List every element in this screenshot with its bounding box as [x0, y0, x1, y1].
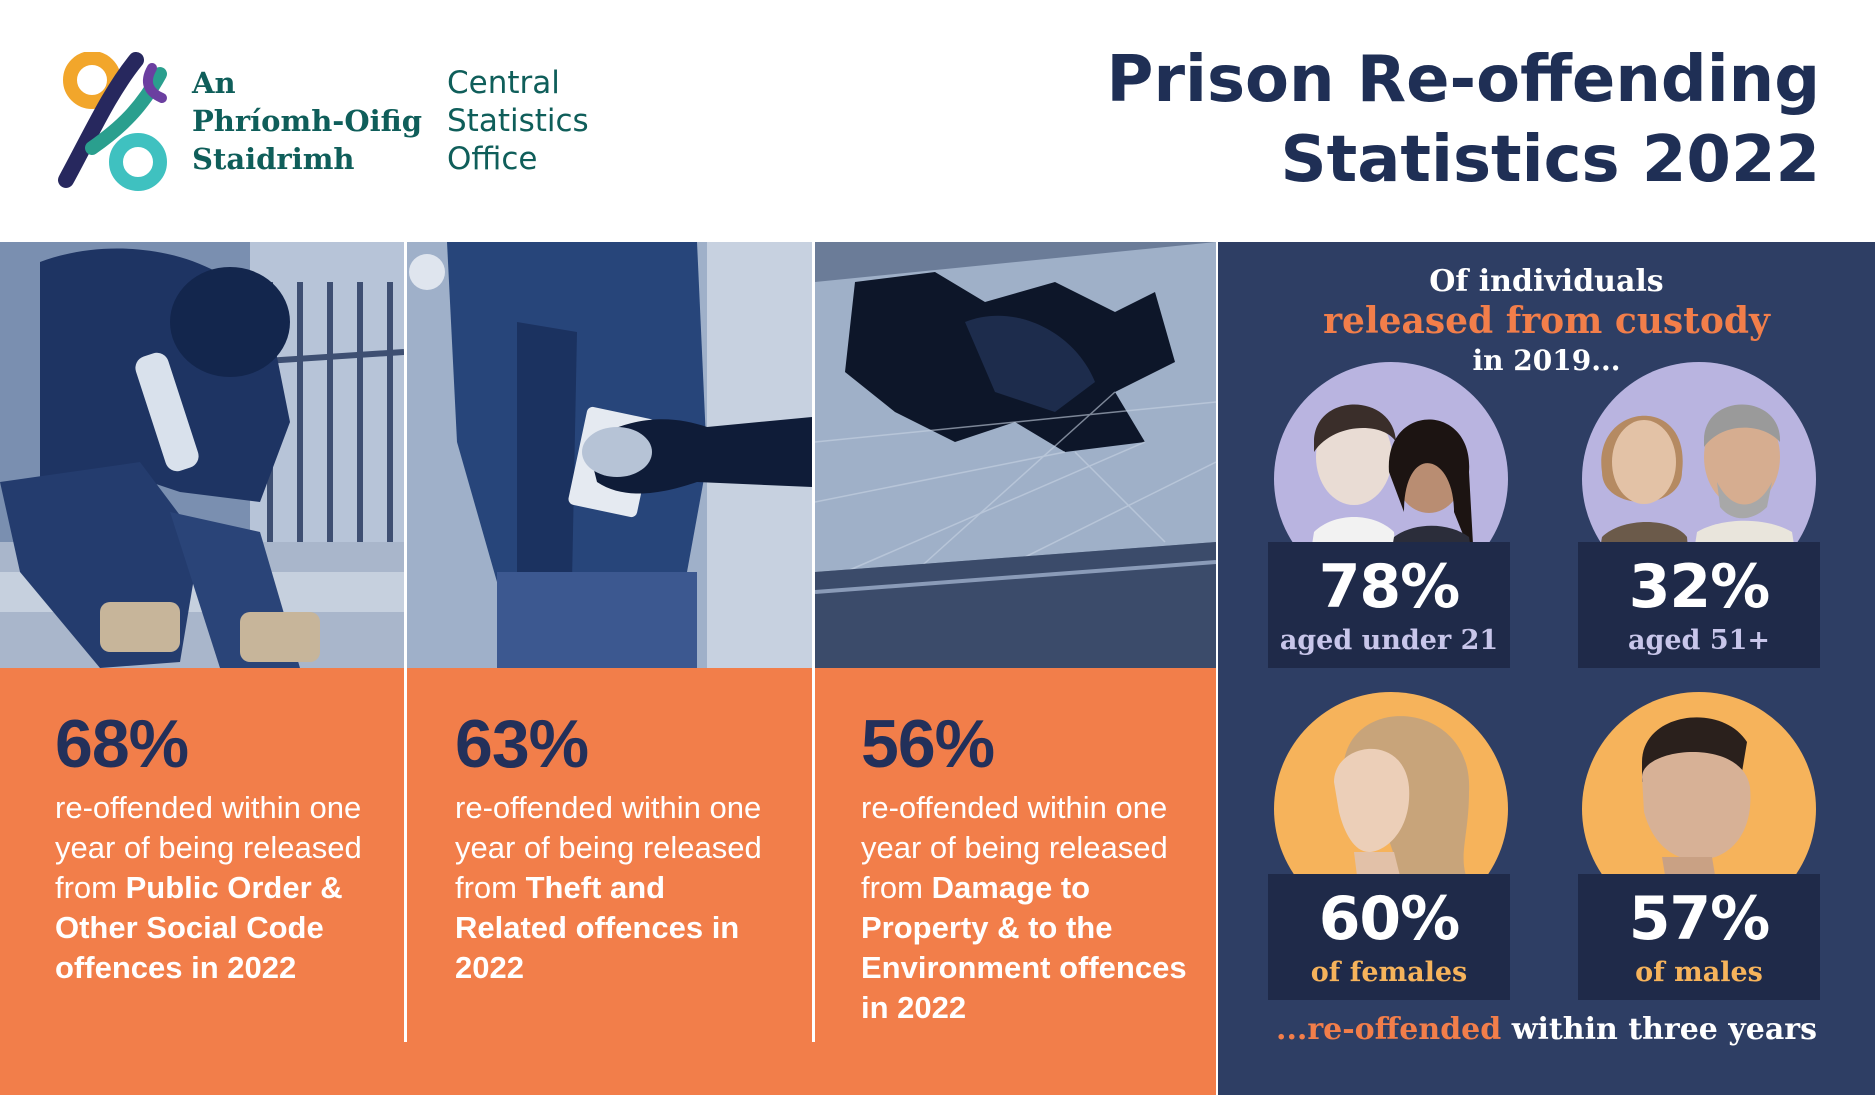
- stat-text-bold: Theft and Related offences in 2022: [455, 870, 740, 985]
- page-title-line: Statistics 2022: [1280, 123, 1820, 197]
- logo-irish-name: An Phríomh-Oifig Staidrimh: [192, 64, 422, 178]
- photo-smashed-car-window: [815, 242, 1216, 668]
- stat-card-males: 57% of males: [1578, 874, 1820, 1000]
- intro-highlight: released from custody: [1323, 300, 1770, 342]
- page-title-line: Prison Re-offending: [1106, 43, 1820, 117]
- orange-stats-block: [0, 668, 1216, 1095]
- photo-sitting-person: [0, 242, 404, 668]
- stat-description: re-offended within one year of being rel…: [55, 788, 385, 988]
- stat-percent: 63%: [455, 706, 589, 782]
- stat-card-label: of females: [1310, 957, 1468, 988]
- column-divider: [812, 242, 815, 1042]
- logo-english-line: Office: [447, 141, 538, 177]
- stat-card-value: 32%: [1628, 552, 1771, 622]
- outro-text: ...re-offended within three years: [1218, 1012, 1875, 1047]
- page-title: Prison Re-offending Statistics 2022: [1107, 40, 1820, 200]
- logo-english-name: Central Statistics Office: [447, 64, 589, 178]
- intro-line: Of individuals: [1429, 264, 1664, 299]
- stat-percent: 56%: [861, 706, 995, 782]
- custody-panel: Of individuals released from custody in …: [1218, 242, 1875, 1095]
- photo-pickpocket: [407, 242, 812, 668]
- stat-text-bold: Public Order & Other Social Code offence…: [55, 870, 343, 985]
- stat-card-label: aged under 21: [1279, 625, 1499, 656]
- logo-irish-line: Phríomh-Oifig: [192, 104, 422, 138]
- stat-text-bold: Damage to Property & to the Environment …: [861, 870, 1187, 1025]
- stat-theft: 63% re-offended within one year of being…: [455, 700, 785, 988]
- logo-english-line: Statistics: [447, 103, 589, 139]
- logo-english-line: Central: [447, 65, 560, 101]
- stat-damage-property: 56% re-offended within one year of being…: [861, 700, 1196, 1028]
- stat-description: re-offended within one year of being rel…: [861, 788, 1196, 1028]
- stat-percent: 68%: [55, 706, 189, 782]
- stat-card-label: of males: [1635, 957, 1763, 988]
- outro-highlight: ...re-offended: [1276, 1012, 1502, 1047]
- header: An Phríomh-Oifig Staidrimh Central Stati…: [0, 0, 1875, 242]
- logo-irish-line: An: [192, 66, 236, 100]
- stat-public-order: 68% re-offended within one year of being…: [55, 700, 385, 988]
- cso-logo-icon: [52, 51, 172, 192]
- stat-card-under-21: 78% aged under 21: [1268, 542, 1510, 668]
- stat-description: re-offended within one year of being rel…: [455, 788, 785, 988]
- intro-line: in 2019...: [1472, 344, 1621, 377]
- column-divider: [404, 242, 407, 1042]
- logo-irish-line: Staidrimh: [192, 142, 355, 176]
- stat-card-label: aged 51+: [1627, 625, 1771, 656]
- stat-card-51-plus: 32% aged 51+: [1578, 542, 1820, 668]
- outro-rest: within three years: [1501, 1012, 1817, 1047]
- stat-text-plain: re-offended within one year of being rel…: [55, 790, 362, 905]
- stat-card-value: 57%: [1628, 884, 1771, 954]
- stat-card-females: 60% of females: [1268, 874, 1510, 1000]
- stat-text-plain: re-offended within one year of being rel…: [861, 790, 1168, 905]
- stat-text-plain: re-offended within one year of being rel…: [455, 790, 762, 905]
- stat-card-value: 78%: [1318, 552, 1461, 622]
- stat-card-value: 60%: [1318, 884, 1461, 954]
